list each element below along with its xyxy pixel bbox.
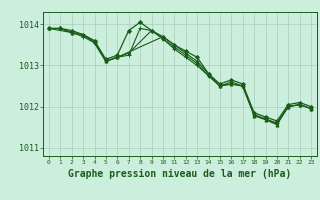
X-axis label: Graphe pression niveau de la mer (hPa): Graphe pression niveau de la mer (hPa) bbox=[68, 169, 292, 179]
